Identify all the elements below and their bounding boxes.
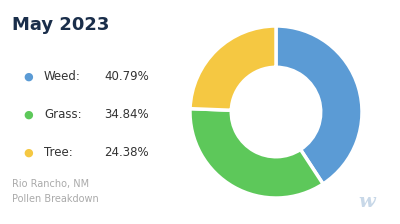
Text: Grass:: Grass: xyxy=(44,108,82,121)
Wedge shape xyxy=(190,26,276,110)
Text: Rio Rancho, NM
Pollen Breakdown: Rio Rancho, NM Pollen Breakdown xyxy=(12,179,99,204)
Text: w: w xyxy=(358,193,375,211)
Wedge shape xyxy=(276,26,362,184)
Text: 40.79%: 40.79% xyxy=(104,70,149,83)
Wedge shape xyxy=(190,109,323,198)
Text: ●: ● xyxy=(23,71,33,81)
Text: Tree:: Tree: xyxy=(44,146,73,159)
Text: ●: ● xyxy=(23,109,33,119)
Text: 34.84%: 34.84% xyxy=(104,108,149,121)
Text: May 2023: May 2023 xyxy=(12,16,109,34)
Text: ●: ● xyxy=(23,147,33,157)
Text: 24.38%: 24.38% xyxy=(104,146,149,159)
Text: Weed:: Weed: xyxy=(44,70,81,83)
